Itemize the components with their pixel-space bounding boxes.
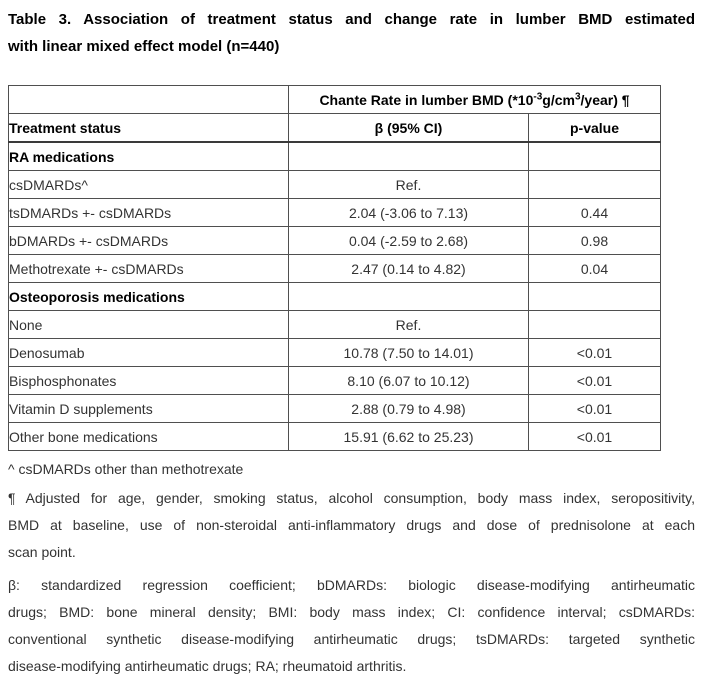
row-pvalue: 0.44 xyxy=(527,198,662,227)
row-pvalue: <0.01 xyxy=(527,422,662,451)
row-beta xyxy=(288,141,529,171)
footnote-csdmards: ^ csDMARDs other than methotrexate xyxy=(8,461,244,477)
row-label: Vitamin D supplements xyxy=(8,394,289,423)
table-caption-line2: with linear mixed effect model (n=440) xyxy=(8,38,280,55)
table-row: csDMARDs^ Ref. xyxy=(8,170,662,199)
table-row: Bisphosphonates 8.10 (6.07 to 10.12) <0.… xyxy=(8,366,662,395)
table-row: None Ref. xyxy=(8,310,662,339)
row-pvalue xyxy=(527,310,662,339)
row-label: None xyxy=(8,310,289,339)
row-beta: 2.47 (0.14 to 4.82) xyxy=(288,254,529,283)
table-row: Vitamin D supplements 2.88 (0.79 to 4.98… xyxy=(8,394,662,423)
row-pvalue xyxy=(527,282,662,311)
row-label: RA medications xyxy=(8,141,289,171)
change-rate-header-cell: Chante Rate in lumber BMD (*10-3g/cm3/ye… xyxy=(287,85,662,114)
row-beta: 15.91 (6.62 to 25.23) xyxy=(288,422,529,451)
row-beta: 10.78 (7.50 to 14.01) xyxy=(288,338,529,367)
row-label: tsDMARDs +- csDMARDs xyxy=(8,198,289,227)
row-beta: 2.88 (0.79 to 4.98) xyxy=(288,394,529,423)
spanning-header-row: Chante Rate in lumber BMD (*10-3g/cm3/ye… xyxy=(8,85,662,114)
footnote-abbrev-line1: β: standardized regression coefficient; … xyxy=(8,577,695,593)
table-caption-line1: Table 3. Association of treatment status… xyxy=(8,11,695,28)
table-row-section: RA medications xyxy=(8,141,662,171)
table-row: Other bone medications 15.91 (6.62 to 25… xyxy=(8,422,662,451)
footnote-abbreviations: β: standardized regression coefficient; … xyxy=(8,572,695,680)
row-pvalue xyxy=(527,141,662,171)
row-label: Methotrexate +- csDMARDs xyxy=(8,254,289,283)
footnote-adjusted-line1: ¶ Adjusted for age, gender, smoking stat… xyxy=(8,490,695,506)
row-beta: Ref. xyxy=(288,310,529,339)
footnote-abbrev-line2: drugs; BMD: bone mineral density; BMI: b… xyxy=(8,604,695,620)
column-header-row: Treatment status β (95% CI) p-value xyxy=(8,113,662,143)
footnote-adjusted-line2: BMD at baseline, use of non-steroidal an… xyxy=(8,517,695,533)
beta-ci-header: β (95% CI) xyxy=(288,113,529,143)
row-pvalue: 0.98 xyxy=(527,226,662,255)
p-value-header: p-value xyxy=(527,113,662,143)
footnote-abbrev-line4: disease-modifying antirheumatic drugs; R… xyxy=(8,658,407,674)
row-beta: 8.10 (6.07 to 10.12) xyxy=(288,366,529,395)
row-label: Osteoporosis medications xyxy=(8,282,289,311)
row-pvalue: <0.01 xyxy=(527,366,662,395)
results-table: Chante Rate in lumber BMD (*10-3g/cm3/ye… xyxy=(8,85,662,451)
row-pvalue xyxy=(527,170,662,199)
table-row-section: Osteoporosis medications xyxy=(8,282,662,311)
row-beta: Ref. xyxy=(288,170,529,199)
treatment-status-header: Treatment status xyxy=(8,113,289,143)
empty-header-cell xyxy=(8,85,289,114)
table-row: Methotrexate +- csDMARDs 2.47 (0.14 to 4… xyxy=(8,254,662,283)
row-beta: 2.04 (-3.06 to 7.13) xyxy=(288,198,529,227)
change-rate-header-text2: g/cm xyxy=(542,91,575,108)
row-label: Bisphosphonates xyxy=(8,366,289,395)
row-label: Other bone medications xyxy=(8,422,289,451)
change-rate-header-sup1: -3 xyxy=(533,90,543,102)
row-label: csDMARDs^ xyxy=(8,170,289,199)
change-rate-header-sup2: 3 xyxy=(574,90,581,102)
row-label: Denosumab xyxy=(8,338,289,367)
table-row: bDMARDs +- csDMARDs 0.04 (-2.59 to 2.68)… xyxy=(8,226,662,255)
footnote-adjusted: ¶ Adjusted for age, gender, smoking stat… xyxy=(8,485,695,566)
change-rate-header-text: Chante Rate in lumber BMD (*10 xyxy=(319,91,534,108)
footnote-abbrev-line3: conventional synthetic disease-modifying… xyxy=(8,631,695,647)
row-pvalue: <0.01 xyxy=(527,394,662,423)
change-rate-header-text3: /year) ¶ xyxy=(580,91,630,108)
footnote-adjusted-line3: scan point. xyxy=(8,544,76,560)
table-caption: Table 3. Association of treatment status… xyxy=(8,6,695,60)
row-pvalue: <0.01 xyxy=(527,338,662,367)
row-beta: 0.04 (-2.59 to 2.68) xyxy=(288,226,529,255)
row-beta xyxy=(288,282,529,311)
table-row: Denosumab 10.78 (7.50 to 14.01) <0.01 xyxy=(8,338,662,367)
row-label: bDMARDs +- csDMARDs xyxy=(8,226,289,255)
table-row: tsDMARDs +- csDMARDs 2.04 (-3.06 to 7.13… xyxy=(8,198,662,227)
row-pvalue: 0.04 xyxy=(527,254,662,283)
